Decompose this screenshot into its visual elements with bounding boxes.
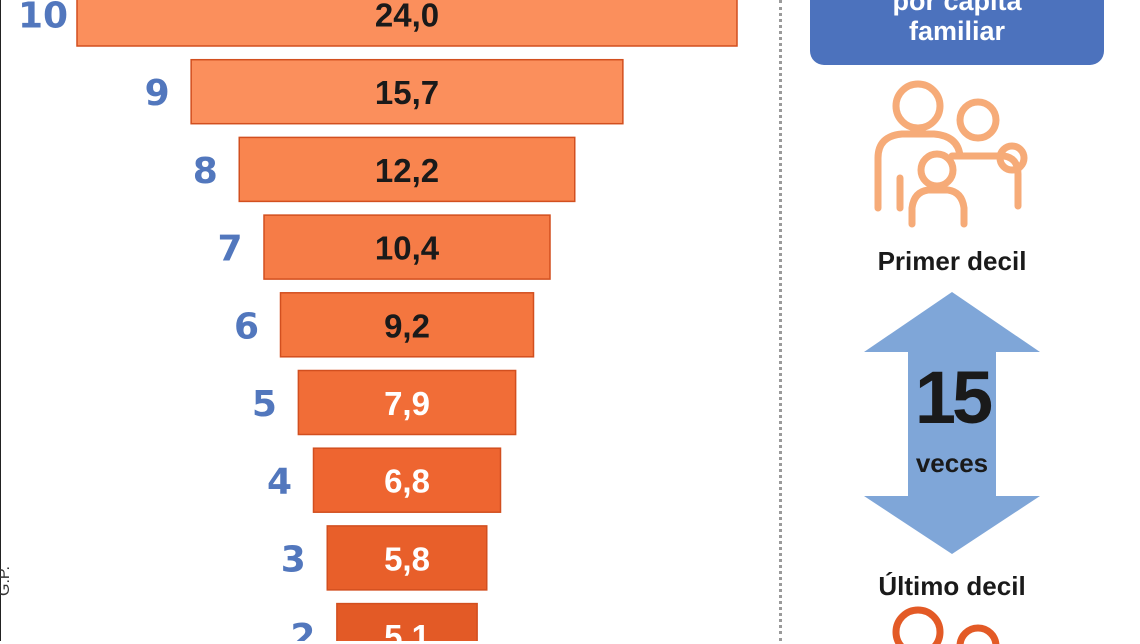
bar-value-label: 24,0 [375,0,439,34]
bar-value-label: 9,2 [384,307,430,344]
family-icon [892,606,1000,644]
decile-number-label: 5 [252,384,277,425]
dotted-divider [779,0,782,641]
decile-number-label: 2 [290,617,315,641]
decile-number-label: 4 [267,462,292,503]
decile-number-label: 10 [18,0,68,37]
bar-value-label: 5,1 [384,618,430,641]
bar-value-label: 12,2 [375,152,439,189]
header-box: por capita familiar [810,0,1104,65]
double-arrow-vertical-icon [864,292,1040,554]
bar-decile-8 [238,136,576,203]
bar-decile-9 [190,58,624,125]
ratio-number: 15 [914,356,993,439]
credit-text: G.P. [0,566,13,596]
bar-value-label: 6,8 [384,463,430,500]
first-decile-label: Primer decil [877,246,1027,276]
family-icon [874,80,1028,228]
bar-decile-4 [312,447,502,513]
bar-decile-7 [263,214,551,280]
decile-number-label: 6 [234,306,259,347]
decile-number-label: 8 [193,151,218,192]
bar-value-label: 10,4 [375,230,440,267]
decile-number-label: 7 [217,229,242,270]
last-decile-label: Último decil [878,571,1026,601]
decile-bar-chart: 24,0 10 15,7 9 12,2 8 10,4 7 9,2 6 7,9 5 6,8 4 5,8 3 5,1… [18,0,738,641]
bar-value-label: 7,9 [384,385,430,422]
bar-value-label: 15,7 [375,74,439,111]
header-title-line2: familiar [908,16,1006,46]
header-title-line1: por capita [892,0,1022,16]
bar-decile-10 [76,0,738,47]
decile-number-label: 3 [281,539,306,580]
bar-value-label: 5,8 [384,540,430,577]
bar-decile-2 [336,602,478,641]
bar-decile-6 [279,292,535,358]
bar-decile-3 [326,525,488,591]
frame-border [0,0,1,641]
decile-number-label: 9 [145,73,170,114]
bar-decile-5 [297,369,517,436]
ratio-unit: veces [915,448,989,478]
